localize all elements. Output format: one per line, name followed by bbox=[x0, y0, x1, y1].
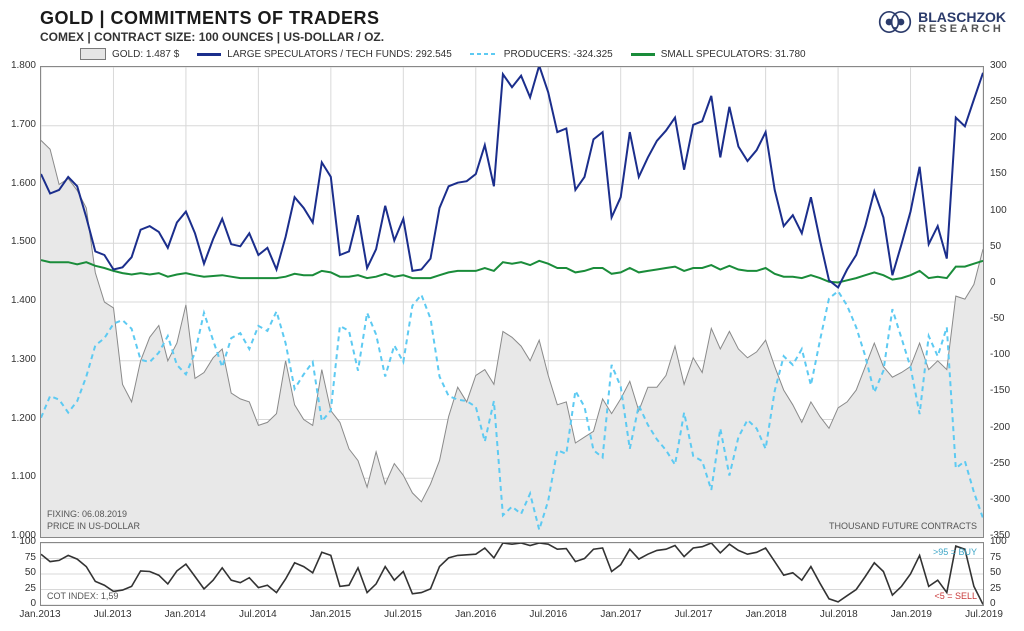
x-tick: Jul.2015 bbox=[384, 609, 422, 620]
x-tick: Jul.2018 bbox=[820, 609, 858, 620]
page-root: { "title": "GOLD | COMMITMENTS OF TRADER… bbox=[0, 0, 1024, 631]
right-tick: 300 bbox=[990, 60, 1020, 71]
right-tick: -250 bbox=[990, 458, 1020, 469]
legend-producers: PRODUCERS: -324.325 bbox=[470, 49, 613, 60]
right-tick: 0 bbox=[990, 277, 1020, 288]
left-tick: 1.100 bbox=[6, 471, 36, 482]
right-tick: -200 bbox=[990, 422, 1020, 433]
fixing-text: FIXING: 06.08.2019 bbox=[47, 509, 127, 519]
x-tick: Jan.2013 bbox=[19, 609, 60, 620]
brand-line2: RESEARCH bbox=[918, 24, 1006, 35]
x-tick: Jul.2013 bbox=[94, 609, 132, 620]
right-tick: -300 bbox=[990, 494, 1020, 505]
cot-right-tick: 0 bbox=[990, 598, 1020, 609]
legend-large-spec: LARGE SPECULATORS / TECH FUNDS: 292.545 bbox=[197, 49, 452, 60]
legend-small-spec: SMALL SPECULATORS: 31.780 bbox=[631, 49, 806, 60]
x-tick: Jan.2016 bbox=[455, 609, 496, 620]
x-tick: Jan.2018 bbox=[746, 609, 787, 620]
cot-right-tick: 25 bbox=[990, 583, 1020, 594]
right-unit-text: THOUSAND FUTURE CONTRACTS bbox=[829, 521, 977, 531]
cot-chart-svg bbox=[41, 543, 983, 605]
legend-label-gold: GOLD: 1.487 $ bbox=[112, 49, 179, 60]
legend-label-large-spec: LARGE SPECULATORS / TECH FUNDS: 292.545 bbox=[227, 49, 452, 60]
left-tick: 1.700 bbox=[6, 119, 36, 130]
cot-index-text: COT INDEX: 1,59 bbox=[47, 591, 118, 601]
right-tick: 200 bbox=[990, 132, 1020, 143]
price-unit-text: PRICE IN US-DOLLAR bbox=[47, 521, 140, 531]
right-tick: 50 bbox=[990, 241, 1020, 252]
right-tick: 250 bbox=[990, 96, 1020, 107]
left-tick: 1.200 bbox=[6, 413, 36, 424]
x-tick: Jul.2014 bbox=[239, 609, 277, 620]
left-tick: 1.600 bbox=[6, 178, 36, 189]
legend-label-small-spec: SMALL SPECULATORS: 31.780 bbox=[661, 49, 806, 60]
cot-left-tick: 50 bbox=[6, 567, 36, 578]
left-tick: 1.500 bbox=[6, 236, 36, 247]
x-tick: Jan.2014 bbox=[165, 609, 206, 620]
brand-logo: BLASCHZOK RESEARCH bbox=[878, 8, 1006, 36]
x-tick: Jul.2017 bbox=[675, 609, 713, 620]
legend-gold: GOLD: 1.487 $ bbox=[80, 48, 179, 60]
cot-left-tick: 25 bbox=[6, 583, 36, 594]
left-tick: 1.800 bbox=[6, 60, 36, 71]
left-tick: 1.400 bbox=[6, 295, 36, 306]
left-tick: 1.300 bbox=[6, 354, 36, 365]
owl-icon bbox=[878, 8, 912, 36]
x-tick: Jan.2015 bbox=[310, 609, 351, 620]
cot-right-tick: 50 bbox=[990, 567, 1020, 578]
brand-line1: BLASCHZOK bbox=[918, 10, 1006, 24]
x-tick: Jul.2016 bbox=[529, 609, 567, 620]
x-tick: Jan.2017 bbox=[600, 609, 641, 620]
x-tick: Jul.2019 bbox=[965, 609, 1003, 620]
main-chart-svg bbox=[41, 67, 983, 537]
cot-left-tick: 75 bbox=[6, 552, 36, 563]
right-tick: 150 bbox=[990, 168, 1020, 179]
cot-right-tick: 75 bbox=[990, 552, 1020, 563]
right-tick: -50 bbox=[990, 313, 1020, 324]
cot-right-tick: 100 bbox=[990, 536, 1020, 547]
legend-swatch-producers bbox=[470, 50, 498, 58]
main-chart: FIXING: 06.08.2019 PRICE IN US-DOLLAR TH… bbox=[40, 66, 984, 538]
page-title: GOLD | COMMITMENTS OF TRADERS bbox=[40, 8, 380, 29]
sell-text: <5 = SELL bbox=[934, 591, 977, 601]
page-subtitle: COMEX | CONTRACT SIZE: 100 OUNCES | US-D… bbox=[40, 30, 384, 44]
right-tick: -100 bbox=[990, 349, 1020, 360]
cot-left-tick: 100 bbox=[6, 536, 36, 547]
legend-swatch-small-spec bbox=[631, 53, 655, 56]
legend-label-producers: PRODUCERS: -324.325 bbox=[504, 49, 613, 60]
chart-legend: GOLD: 1.487 $ LARGE SPECULATORS / TECH F… bbox=[80, 48, 806, 60]
right-tick: 100 bbox=[990, 205, 1020, 216]
right-tick: -150 bbox=[990, 385, 1020, 396]
x-tick: Jan.2019 bbox=[891, 609, 932, 620]
cot-left-tick: 0 bbox=[6, 598, 36, 609]
legend-swatch-gold bbox=[80, 48, 106, 60]
cot-chart: COT INDEX: 1,59 >95 = BUY <5 = SELL bbox=[40, 542, 984, 606]
legend-swatch-large-spec bbox=[197, 53, 221, 56]
brand-text: BLASCHZOK RESEARCH bbox=[918, 10, 1006, 35]
buy-text: >95 = BUY bbox=[933, 547, 977, 557]
